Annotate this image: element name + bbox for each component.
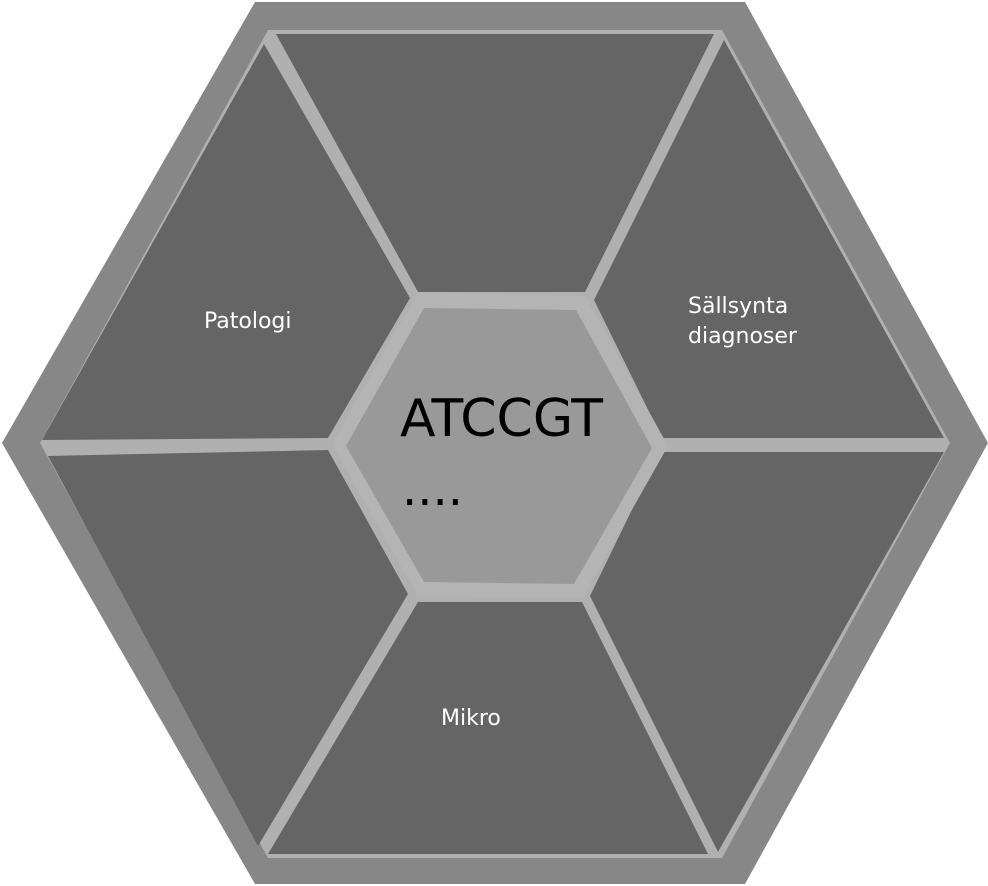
segment-upper-left: [42, 44, 410, 440]
segment-label-patologi: Patologi: [204, 309, 292, 334]
segment-top: [276, 34, 714, 292]
segment-bottom: [268, 602, 708, 854]
center-hexagon: [346, 308, 652, 584]
segment-label-diagnoser: diagnoser: [688, 324, 798, 349]
segment-label-mikro: Mikro: [441, 706, 501, 731]
center-label: ATCCGT: [400, 389, 603, 449]
segment-lower-left: [48, 450, 408, 846]
segment-lower-right: [590, 452, 944, 852]
center-sublabel: ....: [402, 461, 463, 517]
segment-label-sallsynta: Sällsynta: [688, 294, 788, 319]
segment-upper-right: [594, 40, 944, 438]
